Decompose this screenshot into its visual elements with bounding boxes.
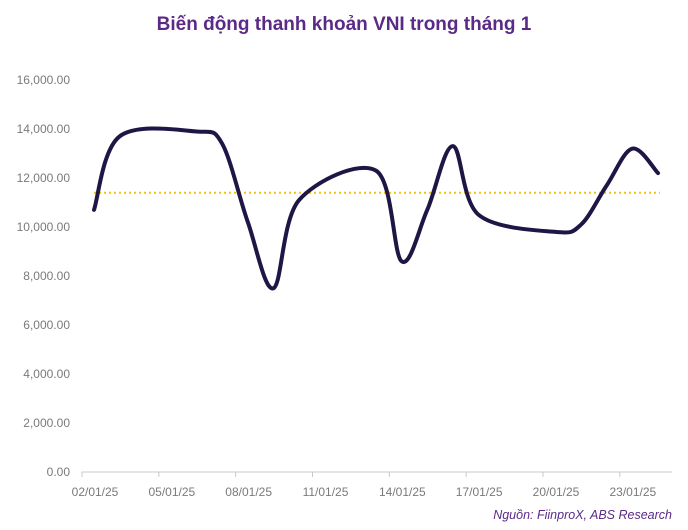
x-axis: 02/01/25 05/01/25 08/01/25 11/01/25 14/01/25… [72,471,672,499]
y-tick-label: 10,000.00 [17,220,71,234]
y-tick-label: 14,000.00 [17,122,71,136]
x-tick-label: 23/01/25 [609,485,656,499]
x-tick-label: 14/01/25 [379,485,426,499]
y-tick-label: 2,000.00 [23,416,70,430]
x-tick-label: 20/01/25 [533,485,580,499]
series-group [92,126,660,291]
y-tick-label: 12,000.00 [17,171,71,185]
y-tick-label: 16,000.00 [17,73,71,87]
y-tick-label: 4,000.00 [23,367,70,381]
x-tick-label: 17/01/25 [456,485,503,499]
x-tick-label: 08/01/25 [225,485,272,499]
x-tick-label: 05/01/25 [148,485,195,499]
x-tick-label: 02/01/25 [72,485,119,499]
y-tick-label: 8,000.00 [23,269,70,283]
x-tick-label: 11/01/25 [303,485,349,499]
y-axis-ticks: 0.00 2,000.00 4,000.00 6,000.00 8,000.00 10,0… [17,73,71,479]
source-note: Nguồn: FiinproX, ABS Research [493,508,672,522]
y-tick-label: 6,000.00 [23,318,70,332]
series-line [92,126,660,291]
y-tick-label: 0.00 [47,465,71,479]
chart-title: Biến động thanh khoản VNI trong tháng 1 [156,14,532,35]
